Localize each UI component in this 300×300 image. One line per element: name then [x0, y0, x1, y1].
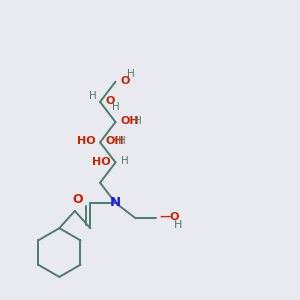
Text: —O: —O	[159, 212, 179, 222]
Text: H: H	[121, 156, 129, 166]
Text: HO: HO	[77, 136, 96, 146]
Text: OH: OH	[121, 116, 140, 126]
Text: H: H	[174, 220, 183, 230]
Text: H: H	[134, 116, 142, 126]
Text: HO: HO	[92, 158, 111, 167]
Text: O: O	[121, 76, 130, 86]
Text: H: H	[128, 69, 135, 79]
Text: O: O	[105, 96, 115, 106]
Text: O: O	[73, 193, 83, 206]
Text: OH: OH	[105, 136, 124, 146]
Text: H: H	[112, 102, 120, 112]
Text: H: H	[118, 136, 126, 146]
Text: N: N	[110, 196, 121, 209]
Text: H: H	[89, 91, 97, 101]
